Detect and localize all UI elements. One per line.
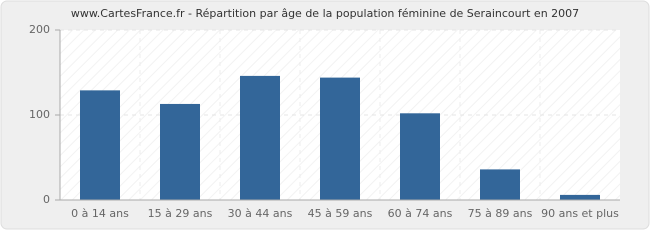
x-tick-label: 15 à 29 ans: [148, 207, 213, 220]
chart: www.CartesFrance.fr - Répartition par âg…: [0, 0, 650, 230]
bar: [320, 77, 360, 200]
x-tick-label: 90 ans et plus: [541, 207, 619, 220]
chart-title: www.CartesFrance.fr - Répartition par âg…: [71, 7, 579, 20]
x-tick-label: 75 à 89 ans: [468, 207, 533, 220]
x-tick-label: 45 à 59 ans: [308, 207, 373, 220]
bar: [400, 113, 440, 200]
bar: [80, 90, 120, 200]
y-tick-label: 0: [43, 193, 50, 206]
bar: [160, 103, 200, 200]
bar: [240, 75, 280, 200]
y-tick-label: 200: [29, 23, 50, 36]
bar: [480, 169, 520, 200]
y-tick-label: 100: [29, 108, 50, 121]
x-tick-label: 30 à 44 ans: [228, 207, 293, 220]
x-tick-label: 0 à 14 ans: [71, 207, 129, 220]
x-tick-label: 60 à 74 ans: [388, 207, 453, 220]
bar: [560, 194, 600, 200]
